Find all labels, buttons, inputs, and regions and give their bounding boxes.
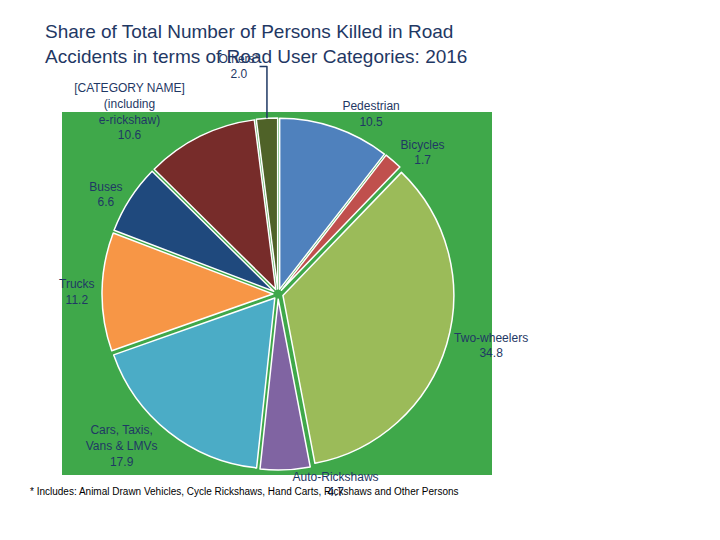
svg-text:Trucks11.2: Trucks11.2 — [59, 277, 95, 307]
svg-text:[CATEGORY NAME](includinge-ric: [CATEGORY NAME](includinge-rickshaw)10.6 — [74, 81, 185, 142]
svg-text:Share of Total Number of Perso: Share of Total Number of Persons Killed … — [45, 21, 467, 67]
svg-text:Bicycles1.7: Bicycles1.7 — [401, 138, 445, 168]
svg-text:Cars, Taxis,Vans & LMVs17.9: Cars, Taxis,Vans & LMVs17.9 — [86, 423, 158, 468]
svg-text:Pedestrian10.5: Pedestrian10.5 — [342, 99, 399, 129]
svg-text:* Includes: Animal Drawn Vehic: * Includes: Animal Drawn Vehicles, Cycle… — [30, 486, 459, 497]
svg-text:Auto-Rickshaws4.7: Auto-Rickshaws4.7 — [293, 470, 379, 500]
svg-text:Buses6.6: Buses6.6 — [89, 180, 122, 210]
svg-text:Two-wheelers34.8: Two-wheelers34.8 — [454, 331, 528, 361]
svg-text:Others*2.0: Others*2.0 — [219, 52, 260, 82]
